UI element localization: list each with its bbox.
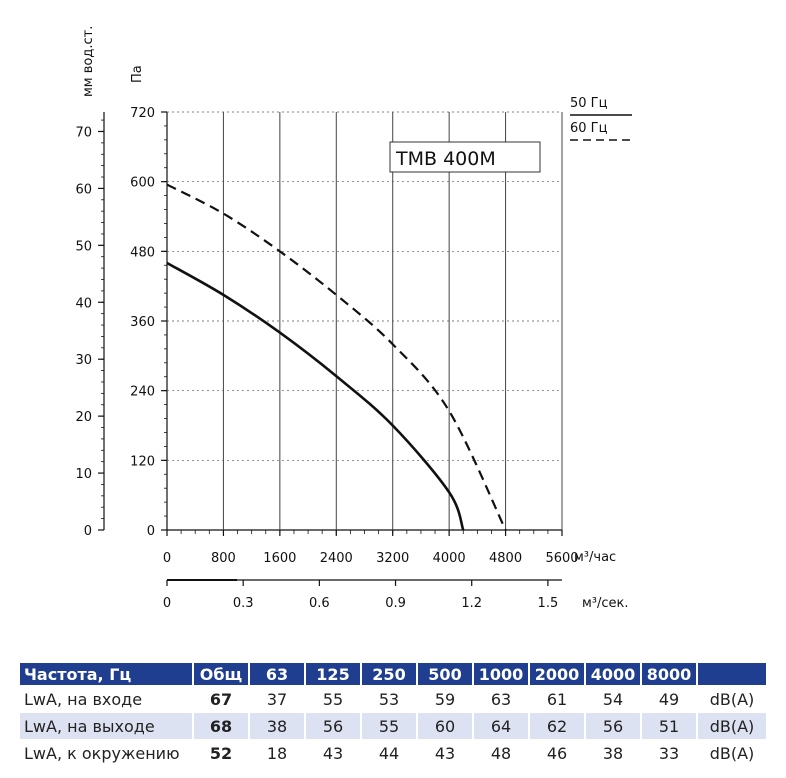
- x-tick-label: 0: [163, 551, 171, 566]
- curve-60hz: [166, 183, 507, 531]
- header-1000: 1000: [474, 663, 528, 685]
- x2-tick-label: 1.2: [461, 596, 482, 611]
- cell-63: 37: [266, 689, 288, 709]
- cell-4000: 54: [602, 689, 624, 709]
- cell-4000: 56: [586, 713, 640, 739]
- row-total: 68: [194, 713, 248, 739]
- y-tick-label: 240: [130, 385, 155, 400]
- x-tick-label: 800: [211, 551, 236, 566]
- header-frequency: Частота, Гц: [20, 663, 192, 685]
- cell-2000: 46: [546, 743, 568, 763]
- y-axis-unit: Па: [130, 65, 145, 83]
- header-63: 63: [250, 663, 304, 685]
- header-250: 250: [362, 663, 416, 685]
- x2-tick-label: 0.3: [233, 596, 254, 611]
- x-tick-label: 3200: [376, 551, 409, 566]
- table-row: LwA, на выходе 68 38 56 55 60 64 62 56 5…: [20, 713, 766, 739]
- x2-tick-label: 0: [163, 596, 171, 611]
- cell-2000: 61: [546, 689, 568, 709]
- y-tick-label: 360: [130, 315, 155, 330]
- row-unit: dB(A): [709, 689, 755, 709]
- y-tick-label: 120: [130, 454, 155, 469]
- x2-axis-unit: м³/сек.: [582, 596, 629, 611]
- header-8000: 8000: [642, 663, 696, 685]
- row-total: 67: [209, 689, 233, 709]
- row-unit: dB(A): [698, 713, 766, 739]
- left-tick-label: 50: [75, 239, 92, 254]
- cell-500: 60: [418, 713, 472, 739]
- cell-8000: 33: [658, 743, 680, 763]
- left-tick-label: 60: [75, 182, 92, 197]
- cell-1000: 63: [490, 689, 512, 709]
- legend-50hz: 50 Гц: [570, 96, 608, 111]
- y-tick-label: 600: [130, 176, 155, 191]
- header-total: Общ: [194, 663, 248, 685]
- left-tick-label: 0: [84, 524, 92, 539]
- left-tick-label: 30: [75, 353, 92, 368]
- row-label: LwA, на выходе: [20, 713, 192, 739]
- cell-2000: 62: [530, 713, 584, 739]
- cell-8000: 49: [658, 689, 680, 709]
- cell-1000: 48: [490, 743, 512, 763]
- x2-tick-label: 0.9: [385, 596, 406, 611]
- row-total: 52: [209, 743, 233, 763]
- table-row: LwA, к окружению 52 18 43 44 43 48 46 38…: [20, 740, 766, 766]
- x-axis-unit: м³/час: [574, 550, 616, 565]
- cell-125: 43: [322, 743, 344, 763]
- noise-table-header: Частота, Гц Общ 63 125 250 500 1000 2000…: [20, 663, 766, 685]
- header-unit: [698, 663, 766, 685]
- cell-250: 53: [378, 689, 400, 709]
- cell-1000: 64: [474, 713, 528, 739]
- x-tick-label: 2400: [320, 551, 353, 566]
- cell-250: 55: [362, 713, 416, 739]
- x2-tick-label: 0.6: [309, 596, 330, 611]
- left-axis-unit: мм вод.ст.: [81, 26, 96, 97]
- row-label: LwA, на входе: [24, 689, 143, 709]
- cell-4000: 38: [602, 743, 624, 763]
- x2-tick-label: 1.5: [538, 596, 559, 611]
- left-tick-label: 10: [75, 467, 92, 482]
- x-tick-label: 5600: [545, 551, 578, 566]
- cell-63: 18: [266, 743, 288, 763]
- x-tick-label: 4800: [489, 551, 522, 566]
- y-tick-label: 480: [130, 245, 155, 260]
- left-tick-label: 40: [75, 296, 92, 311]
- legend-60hz: 60 Гц: [570, 121, 608, 136]
- header-4000: 4000: [586, 663, 640, 685]
- y-tick-label: 0: [147, 524, 155, 539]
- noise-table: Частота, Гц Общ 63 125 250 500 1000 2000…: [18, 662, 768, 767]
- cell-125: 55: [322, 689, 344, 709]
- cell-63: 38: [250, 713, 304, 739]
- header-2000: 2000: [530, 663, 584, 685]
- curve-50hz: [166, 261, 465, 531]
- row-unit: dB(A): [709, 743, 755, 763]
- x-tick-label: 1600: [263, 551, 296, 566]
- left-tick-label: 70: [75, 125, 92, 140]
- cell-500: 59: [434, 689, 456, 709]
- cell-125: 56: [306, 713, 360, 739]
- x-tick-label: 4000: [433, 551, 466, 566]
- cell-8000: 51: [642, 713, 696, 739]
- left-tick-label: 20: [75, 410, 92, 425]
- fan-performance-chart: мм вод.ст. Па 0 10 20 30 40 50 60 70 0 120 240 360…: [75, 26, 632, 611]
- header-125: 125: [306, 663, 360, 685]
- cell-500: 43: [434, 743, 456, 763]
- model-box: [389, 141, 541, 173]
- header-500: 500: [418, 663, 472, 685]
- row-label: LwA, к окружению: [24, 743, 180, 763]
- table-row: LwA, на входе 67 37 55 53 59 63 61 54 49…: [20, 686, 766, 712]
- model-label: TMB 400M: [395, 148, 496, 170]
- y-tick-label: 720: [130, 106, 155, 121]
- cell-250: 44: [378, 743, 400, 763]
